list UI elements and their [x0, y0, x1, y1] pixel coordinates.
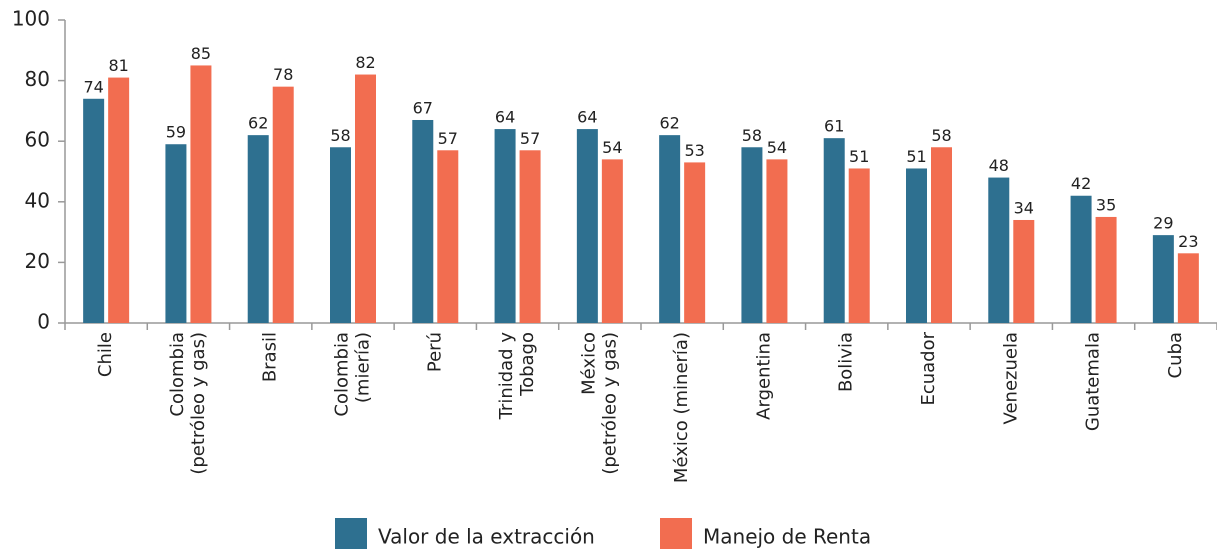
value-label: 78 — [273, 65, 293, 84]
bar — [165, 144, 187, 323]
value-label: 54 — [602, 138, 622, 157]
x-tick-label: Colombia — [167, 332, 188, 417]
value-label: 54 — [767, 138, 787, 157]
bar — [1095, 216, 1117, 323]
bar — [576, 129, 598, 323]
bar — [437, 150, 459, 323]
value-label: 82 — [355, 53, 375, 72]
y-tick-label: 40 — [25, 188, 50, 212]
bar — [906, 168, 927, 323]
bar — [1070, 195, 1092, 323]
bar — [1177, 253, 1199, 323]
x-tick-label: Cuba — [1165, 332, 1186, 378]
value-label: 58 — [330, 126, 350, 145]
bar — [823, 138, 845, 323]
x-tick-label: Ecuador — [918, 331, 939, 405]
value-label: 64 — [495, 108, 515, 127]
y-tick-label: 80 — [25, 67, 50, 91]
x-tick-label: Venezuela — [1000, 332, 1021, 424]
bar — [848, 168, 870, 323]
x-tick-label: México (minería) — [671, 332, 692, 483]
y-tick-label: 100 — [12, 7, 50, 31]
bar — [601, 159, 623, 323]
bar — [108, 77, 130, 323]
y-tick-label: 20 — [25, 249, 50, 273]
value-label: 59 — [166, 123, 186, 142]
bar — [1152, 235, 1174, 323]
legend-label: Manejo de Renta — [703, 525, 871, 549]
value-label: 23 — [1178, 232, 1198, 251]
bar — [684, 162, 706, 323]
x-tick-label: Bolivia — [836, 332, 857, 392]
bar — [272, 86, 294, 323]
value-label: 57 — [520, 129, 540, 148]
bar — [766, 159, 788, 323]
y-tick-label: 60 — [25, 128, 50, 152]
x-tick-label: (petróleo y gas) — [599, 332, 620, 475]
x-tick-label: Tobago — [517, 332, 538, 397]
x-tick-label: Trinidad y — [496, 332, 517, 421]
bar — [931, 147, 952, 323]
value-label: 61 — [824, 117, 844, 136]
x-tick-label: (miería) — [353, 332, 374, 403]
value-label: 62 — [659, 114, 679, 133]
value-label: 58 — [931, 126, 951, 145]
value-label: 51 — [849, 147, 869, 166]
bar — [83, 98, 105, 323]
value-label: 42 — [1071, 174, 1091, 193]
x-tick-label: Argentina — [753, 332, 774, 420]
value-label: 67 — [413, 98, 433, 117]
value-label: 34 — [1014, 198, 1034, 217]
bar — [988, 177, 1010, 323]
x-tick-label: Brasil — [260, 332, 281, 382]
value-label: 58 — [742, 126, 762, 145]
value-label: 51 — [906, 147, 926, 166]
bar — [659, 135, 681, 323]
x-tick-label: Perú — [424, 332, 445, 372]
bar — [519, 150, 541, 323]
value-label: 35 — [1096, 195, 1116, 214]
bar — [1013, 219, 1035, 323]
bar — [190, 65, 212, 323]
value-label: 81 — [108, 56, 128, 75]
value-label: 74 — [83, 77, 103, 96]
bar — [330, 147, 351, 323]
bar — [247, 135, 269, 323]
legend-label: Valor de la extracción — [378, 525, 595, 549]
value-label: 85 — [191, 44, 211, 63]
legend-swatch — [660, 518, 692, 549]
value-label: 57 — [438, 129, 458, 148]
x-tick-label: Guatemala — [1083, 332, 1104, 431]
y-tick-label: 0 — [37, 310, 50, 334]
value-label: 53 — [684, 141, 704, 160]
value-label: 29 — [1153, 214, 1173, 233]
value-label: 64 — [577, 108, 597, 127]
x-tick-label: Chile — [95, 332, 116, 377]
value-label: 48 — [989, 156, 1009, 175]
x-tick-label: Colombia — [332, 332, 353, 417]
x-tick-label: (petróleo y gas) — [188, 332, 209, 475]
bar — [741, 147, 763, 323]
bar — [494, 129, 516, 323]
bar — [355, 74, 376, 323]
x-tick-label: México — [578, 332, 599, 395]
value-label: 62 — [248, 114, 268, 133]
legend-swatch — [335, 518, 367, 549]
bar — [412, 119, 434, 324]
